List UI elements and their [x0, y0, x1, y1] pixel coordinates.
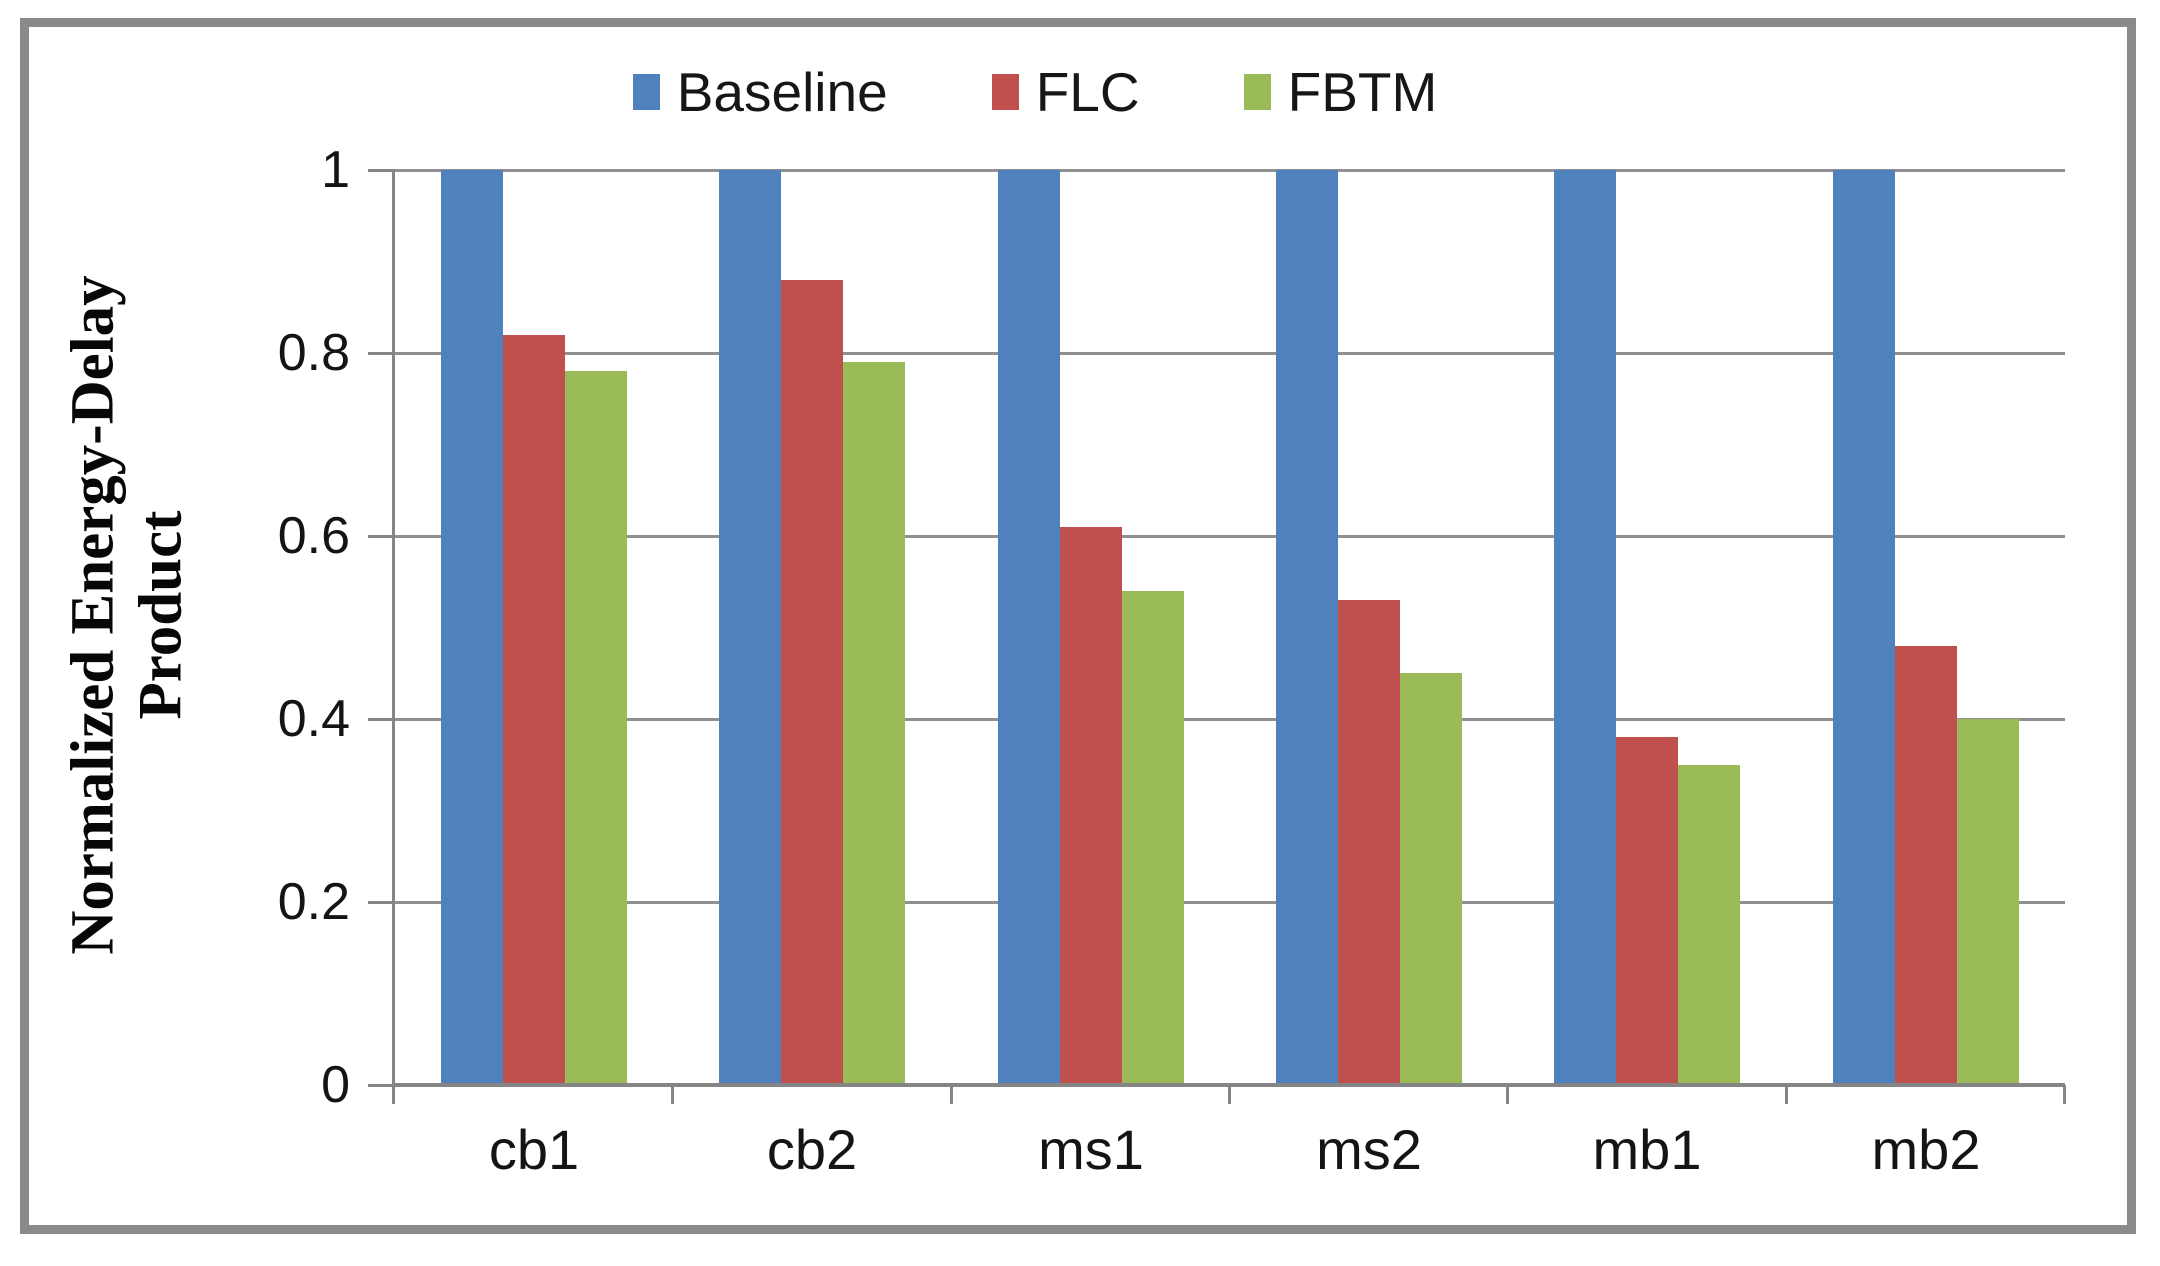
chart-border [20, 18, 2136, 1234]
y-tick-mark [368, 169, 395, 172]
y-tick-label: 1 [321, 141, 350, 199]
bar-baseline-mb2 [1833, 170, 1895, 1085]
y-tick-mark [368, 1084, 395, 1087]
bar-baseline-cb2 [719, 170, 781, 1085]
y-tick-label: 0.4 [277, 690, 350, 748]
y-axis-title: Normalized Energy-Delay Product [60, 275, 197, 954]
y-tick-label: 0 [321, 1056, 350, 1114]
gridline [395, 901, 2065, 904]
x-category-label: cb1 [488, 1118, 580, 1181]
x-tick-mark [950, 1085, 953, 1104]
bar-fbtm-mb2 [1957, 719, 2019, 1085]
bar-flc-cb2 [781, 280, 843, 1085]
y-tick-label: 0.2 [277, 873, 350, 931]
y-tick-mark [368, 352, 395, 355]
y-tick-mark [368, 535, 395, 538]
bar-fbtm-cb1 [565, 371, 627, 1085]
x-tick-mark [671, 1085, 674, 1104]
gridline [395, 169, 2065, 172]
bar-flc-ms1 [1060, 527, 1122, 1085]
legend-item-flc: FLC [991, 60, 1140, 123]
x-category-label: ms1 [1038, 1118, 1144, 1181]
legend-label-fbtm: FBTM [1287, 60, 1438, 123]
x-tick-mark [2063, 1085, 2066, 1104]
x-tick-mark [1506, 1085, 1509, 1104]
x-category-label: mb2 [1871, 1118, 1981, 1181]
bar-baseline-ms2 [1276, 170, 1338, 1085]
x-category-label: ms2 [1316, 1118, 1422, 1181]
y-tick-mark [368, 718, 395, 721]
y-axis-title-line1: Normalized Energy-Delay [59, 275, 127, 955]
bar-flc-cb1 [503, 335, 565, 1085]
legend: Baseline FLC FBTM [0, 52, 2115, 132]
x-category-label: cb2 [766, 1118, 858, 1181]
y-tick-mark [368, 901, 395, 904]
bar-baseline-mb1 [1554, 170, 1616, 1085]
legend-item-baseline: Baseline [632, 60, 888, 123]
legend-swatch-fbtm-icon [1243, 74, 1271, 110]
gridline [395, 718, 2065, 721]
legend-item-fbtm: FBTM [1243, 60, 1438, 123]
legend-label-flc: FLC [1035, 60, 1140, 123]
legend-label-baseline: Baseline [676, 60, 888, 123]
bar-fbtm-mb1 [1678, 765, 1740, 1085]
x-tick-mark [1228, 1085, 1231, 1104]
y-tick-label: 0.6 [277, 507, 350, 565]
gridline [395, 535, 2065, 538]
legend-swatch-baseline-icon [632, 74, 660, 110]
x-tick-mark [1785, 1085, 1788, 1104]
plot-area: 0 0.2 0.4 0.6 0.8 1 cb1 cb2 ms1 ms2 mb1 mb2 [278, 144, 2066, 1178]
y-tick-label: 0.8 [277, 324, 350, 382]
bar-flc-ms2 [1338, 600, 1400, 1085]
gridline [395, 352, 2065, 355]
bar-fbtm-ms2 [1400, 673, 1462, 1085]
legend-swatch-flc-icon [991, 74, 1019, 110]
bar-fbtm-ms1 [1122, 591, 1184, 1085]
bar-baseline-ms1 [998, 170, 1060, 1085]
bar-fbtm-cb2 [843, 362, 905, 1085]
x-category-label: mb1 [1592, 1118, 1702, 1181]
bar-flc-mb2 [1895, 646, 1957, 1085]
y-axis-line [392, 170, 395, 1104]
bar-flc-mb1 [1616, 737, 1678, 1085]
bar-baseline-cb1 [441, 170, 503, 1085]
